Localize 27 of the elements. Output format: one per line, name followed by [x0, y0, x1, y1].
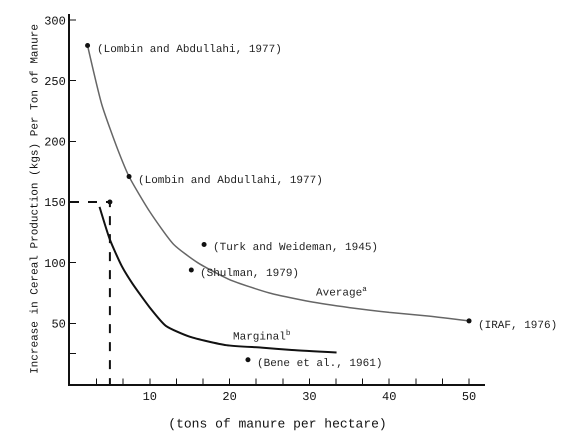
annotation: Marginal$^{b}$ [233, 329, 291, 344]
annotation: (Turk and Weideman, 1945) [213, 242, 378, 254]
annotation: (Lombin and Abdullahi, 1977) [138, 175, 323, 187]
x-tick-label: 40 [382, 390, 396, 404]
x-tick-label: 30 [302, 390, 317, 404]
y-tick-label: 100 [44, 256, 66, 271]
point [85, 43, 90, 48]
y-axis-title: Increase in Cereal Production (kgs) Per Ton of Manure [29, 24, 42, 374]
x-tick-label: 50 [462, 390, 476, 404]
y-tick-label: 200 [44, 136, 66, 150]
annotation: (IRAF, 1976) [478, 320, 558, 332]
annotation: (Lombin and Abdullahi, 1977) [97, 44, 282, 56]
y-tick-label: 150 [44, 196, 66, 210]
point [188, 267, 194, 272]
point [202, 242, 207, 247]
y-tick-label: 300 [44, 14, 66, 28]
annotation: Average$^{a}$ [316, 286, 368, 300]
point [126, 174, 132, 180]
y-tick-label: 250 [44, 74, 66, 89]
annotation: (Bene et al., 1961) [257, 358, 382, 370]
x-tick-label: 20 [222, 390, 237, 404]
point [245, 357, 250, 362]
y-tick-label: 50 [51, 318, 66, 332]
point [107, 200, 112, 205]
x-axis-title: (tons of manure per hectare) [168, 416, 387, 432]
x-tick-label: 10 [142, 390, 158, 404]
point [466, 318, 472, 324]
